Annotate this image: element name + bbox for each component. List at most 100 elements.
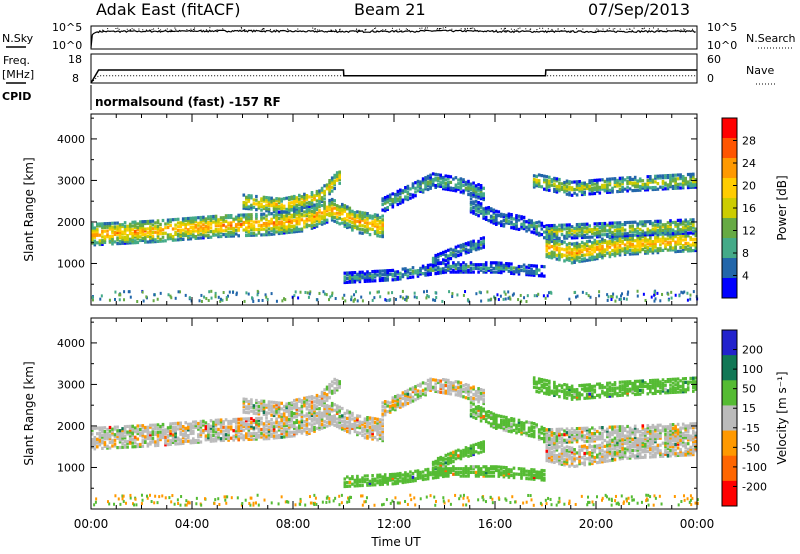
power-cell: [659, 185, 662, 189]
power-cell: [596, 231, 599, 235]
power-cell: [583, 181, 586, 185]
power-ground-scatter-cell: [343, 293, 346, 297]
power-cell: [464, 247, 468, 251]
power-cell: [525, 225, 528, 229]
power-cell: [613, 182, 617, 186]
power-cell: [444, 185, 448, 189]
power-cell: [548, 251, 551, 256]
power-cell: [545, 253, 549, 257]
power-cell: [641, 248, 645, 252]
power-cell: [242, 213, 246, 217]
velocity-cell: [277, 426, 281, 430]
power-cell: [442, 270, 445, 275]
power-cell: [575, 180, 579, 184]
power-cell: [568, 225, 571, 229]
velocity-cell: [333, 403, 336, 407]
velocity-cell: [318, 410, 321, 414]
power-cell: [252, 220, 256, 224]
power-cell: [527, 265, 531, 269]
power-cell: [298, 209, 301, 213]
freq-series-line: [90, 69, 697, 84]
power-cell: [477, 204, 480, 208]
power-cell: [548, 226, 551, 230]
power-cell: [245, 206, 248, 211]
nsky-scatter-point: [407, 29, 409, 31]
power-ground-scatter-cell: [667, 292, 670, 296]
power-cell: [192, 220, 195, 224]
power-cell: [171, 218, 175, 222]
velocity-cell: [242, 424, 246, 429]
power-cell: [285, 225, 288, 229]
velocity-cell: [257, 410, 261, 414]
power-cell: [474, 205, 478, 209]
power-cell: [601, 250, 604, 254]
velocity-cell: [161, 434, 165, 438]
power-ground-scatter-cell: [681, 291, 684, 295]
velocity-cell: [356, 423, 359, 427]
power-ground-scatter-cell: [270, 292, 273, 296]
power-cell: [694, 229, 698, 233]
power-cell: [527, 273, 531, 277]
velocity-cell: [131, 445, 134, 449]
velocity-cell: [348, 412, 352, 416]
power-cell: [638, 188, 642, 192]
power-cell: [320, 203, 324, 208]
power-cell: [181, 228, 185, 232]
power-cell: [591, 235, 594, 239]
power-cell: [525, 269, 528, 273]
power-cell: [479, 202, 483, 206]
power-cell: [371, 270, 374, 274]
power-ground-scatter-cell: [435, 296, 438, 300]
power-cell: [464, 249, 468, 253]
power-cell: [290, 228, 294, 232]
velocity-cell: [419, 384, 422, 388]
power-cell: [606, 247, 609, 252]
power-cell: [669, 237, 672, 241]
velocity-cell: [270, 421, 273, 425]
power-cell: [449, 247, 453, 251]
power-cell: [563, 248, 566, 252]
power-cell: [596, 257, 599, 261]
velocity-cell: [197, 425, 200, 429]
power-cell: [484, 210, 488, 214]
power-ground-scatter-cell: [448, 290, 451, 294]
velocity-cell: [293, 398, 296, 403]
power-cell: [543, 174, 546, 178]
velocity-cell: [257, 429, 261, 434]
power-cell: [580, 181, 584, 185]
power-cell: [171, 234, 175, 239]
velocity-cell: [250, 424, 253, 428]
power-cell: [255, 194, 258, 199]
power-ground-scatter-cell: [210, 296, 213, 300]
power-cell: [454, 183, 458, 187]
power-cell: [649, 176, 652, 180]
power-cell: [444, 174, 448, 178]
velocity-cell: [207, 434, 210, 438]
velocity-cell: [103, 426, 107, 430]
power-cell: [305, 197, 309, 201]
velocity-cell: [401, 404, 405, 408]
power-cell: [320, 211, 324, 215]
power-cell: [202, 226, 205, 231]
nsky-scatter-point: [677, 29, 679, 31]
power-cell: [532, 174, 536, 178]
power-cell: [464, 242, 468, 246]
velocity-cell: [101, 433, 104, 437]
power-cell: [123, 239, 127, 243]
power-cell: [606, 177, 609, 181]
power-ground-scatter-cell: [226, 294, 229, 298]
power-cell: [472, 243, 475, 247]
velocity-cell: [287, 417, 291, 422]
power-cell: [545, 241, 549, 246]
power-cell: [250, 222, 253, 226]
power-cell: [335, 176, 339, 180]
power-cell: [442, 261, 445, 265]
power-cell: [454, 185, 458, 189]
power-cell: [474, 187, 478, 192]
power-ground-scatter-cell: [425, 296, 428, 300]
power-cell: [502, 218, 506, 222]
velocity-cell: [128, 441, 132, 445]
velocity-cell: [351, 424, 354, 429]
velocity-cell: [371, 429, 374, 434]
power-cell: [290, 219, 294, 223]
